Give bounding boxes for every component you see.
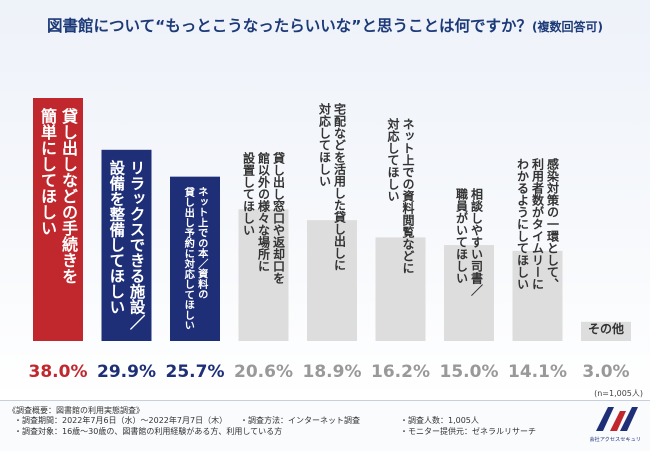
survey-target: ・調査対象：16歳～30歳の、図書館の利用経験がある方、利用している方: [14, 427, 283, 436]
bar-1: [33, 98, 83, 341]
category-label-5: 宅配などを活用した貸し出しに対応してほしい: [318, 102, 347, 271]
category-label-8: 感染対策の一環として、利用者数がタイムリーにわかるようにしてほしい: [516, 157, 560, 290]
survey-heading: 《調査概要：図書館の利用実態調査》: [8, 406, 144, 415]
bar-4: [238, 209, 289, 341]
value-label-8: 14.1%: [508, 362, 567, 382]
survey-method: ・調査方法：インターネット調査: [240, 416, 360, 425]
company-logo: 株式会社アクセスセキュリティ: [590, 407, 640, 443]
bar-9: [581, 321, 631, 341]
chart-subtitle: (複数回答可): [531, 20, 603, 34]
bar-5: [307, 220, 357, 341]
chart-area: 図書館について“もっとこうなったらいいな”と思うことは何ですか？(複数回答可) …: [0, 0, 650, 400]
category-label-2: リラックスできる施設／設備を整備してほしい: [107, 158, 145, 329]
bar-3: [170, 176, 220, 341]
survey-period: ・調査期間：2022年7月6日（水）～2022年7月7日（木）: [14, 416, 228, 425]
value-label-1: 38.0%: [29, 362, 88, 382]
value-label-9: 3.0%: [582, 362, 629, 382]
category-label-6: ネット上での資料閲覧などに対応してほしい: [386, 117, 415, 274]
value-label-6: 16.2%: [371, 362, 430, 382]
survey-count: ・調査人数：1,005人: [400, 416, 479, 425]
chart-title: 図書館について“もっとこうなったらいいな”と思うことは何ですか？(複数回答可): [0, 14, 650, 36]
bar-8: [512, 250, 563, 341]
bar-2: [101, 149, 152, 341]
category-label-9: その他: [588, 321, 624, 336]
chart-title-text: 図書館について“もっとこうなったらいいな”と思うことは何ですか？: [47, 17, 532, 35]
bar-7: [444, 245, 494, 341]
value-label-4: 20.6%: [234, 362, 293, 382]
category-label-4: 貸し出し窓口や返却口を館以外の様々な場所に設置してほしい: [242, 151, 286, 284]
value-label-2: 29.9%: [97, 362, 156, 382]
category-label-3: ネット上での本／資料の貸し出し予約に対応してほしい: [182, 186, 208, 330]
sample-size-note: (n=1,005人): [594, 389, 643, 398]
value-label-7: 15.0%: [440, 362, 499, 382]
survey-provider: ・モニター提供元：ゼネラルリサーチ: [400, 427, 536, 436]
value-label-3: 25.7%: [166, 362, 225, 382]
company-name: 株式会社アクセスセキュリティ: [590, 435, 640, 443]
category-label-7: 相談しやすい司書／職員がいてほしい: [455, 187, 484, 296]
survey-footer: 《調査概要：図書館の利用実態調査》 ・調査期間：2022年7月6日（水）～202…: [0, 400, 650, 451]
bar-6: [375, 237, 426, 341]
category-label-1: 貸し出しなどの手続きを簡単にしてほしい: [38, 107, 79, 284]
bar-chart: 貸し出しなどの手続きを簡単にしてほしい 38.0% リラックスできる施設／設備を整備…: [29, 98, 643, 398]
value-label-5: 18.9%: [303, 362, 362, 382]
